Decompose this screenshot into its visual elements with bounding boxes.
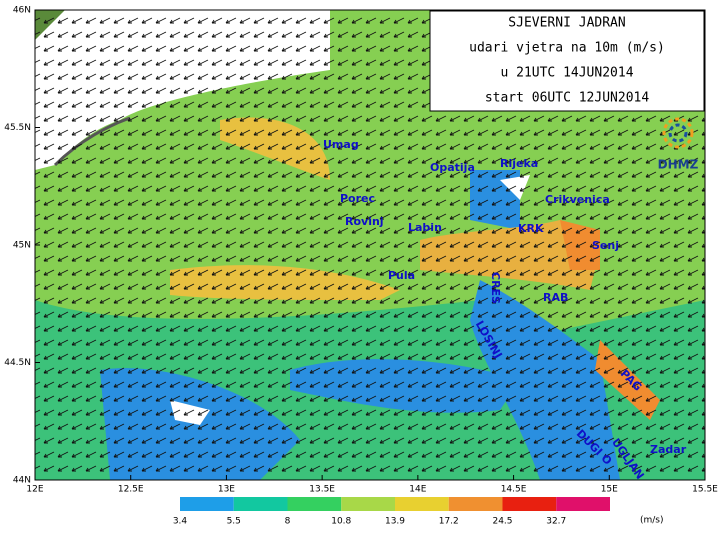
place-label: RAB xyxy=(543,291,568,304)
place-label: Rijeka xyxy=(500,157,538,170)
place-label: Labin xyxy=(408,221,442,234)
legend-label: 5.5 xyxy=(227,517,241,527)
legend-swatch xyxy=(395,497,449,511)
place-label: Zadar xyxy=(650,443,687,456)
lat-label: 45N xyxy=(13,241,31,251)
lon-label: 12E xyxy=(26,485,43,495)
place-label: Pula xyxy=(388,269,415,282)
title-line: udari vjetra na 10m (m/s) xyxy=(469,41,665,56)
legend-swatch xyxy=(341,497,395,511)
legend-label: 13.9 xyxy=(385,517,405,527)
lon-label: 13E xyxy=(218,485,235,495)
place-label: KRK xyxy=(518,222,544,235)
legend-label: 3.4 xyxy=(173,517,188,527)
legend-label: 10.8 xyxy=(331,517,351,527)
place-label: CRES xyxy=(489,272,502,304)
lon-label: 15.5E xyxy=(692,485,718,495)
legend-swatch xyxy=(502,497,557,511)
legend-swatch xyxy=(556,497,610,511)
title-line: SJEVERNI JADRAN xyxy=(508,16,625,31)
legend-label: 8 xyxy=(285,517,291,527)
legend-unit: (m/s) xyxy=(640,516,664,526)
lat-label: 44.5N xyxy=(4,358,31,368)
legend-swatch xyxy=(448,497,503,511)
place-label: Crikvenica xyxy=(545,193,610,206)
legend-label: 17.2 xyxy=(439,517,459,527)
legend-label: 32.7 xyxy=(546,517,566,527)
logo-text: DHMZ xyxy=(658,158,699,172)
place-label: Senj xyxy=(592,239,619,252)
lon-label: 14E xyxy=(409,485,426,495)
legend: 3.4 5.5 8 10.8 13.9 17.2 24.5 32.7 (m/s) xyxy=(173,497,664,527)
place-label: Umag xyxy=(323,138,359,151)
lat-label: 45.5N xyxy=(4,123,31,133)
lon-label: 12.5E xyxy=(118,485,144,495)
legend-swatch xyxy=(180,497,234,511)
lat-label: 46N xyxy=(13,6,31,16)
legend-swatch xyxy=(287,497,342,511)
lon-label: 13.5E xyxy=(309,485,335,495)
place-label: Porec xyxy=(340,192,375,205)
lat-label: 44N xyxy=(13,476,31,486)
axes: 12E 12.5E 13E 13.5E 14E 14.5E 15E 15.5E 46N 45.5N… xyxy=(4,6,718,495)
lon-label: 14.5E xyxy=(501,485,527,495)
title: SJEVERNI JADRAN udari vjetra na 10m (m/s)… xyxy=(469,16,665,106)
places: Umag Porec Rovinj Pula Labin Opatija Rijeka Cri… xyxy=(323,138,687,482)
title-line: u 21UTC 14JUN2014 xyxy=(500,66,633,81)
logo: DHMZ xyxy=(658,117,699,172)
legend-swatch xyxy=(233,497,288,511)
lon-label: 15E xyxy=(601,485,618,495)
place-label: Opatija xyxy=(430,161,475,174)
legend-label: 24.5 xyxy=(492,517,512,527)
place-label: Rovinj xyxy=(345,215,384,228)
title-line: start 06UTC 12JUN2014 xyxy=(485,91,650,106)
title-box xyxy=(429,10,705,112)
